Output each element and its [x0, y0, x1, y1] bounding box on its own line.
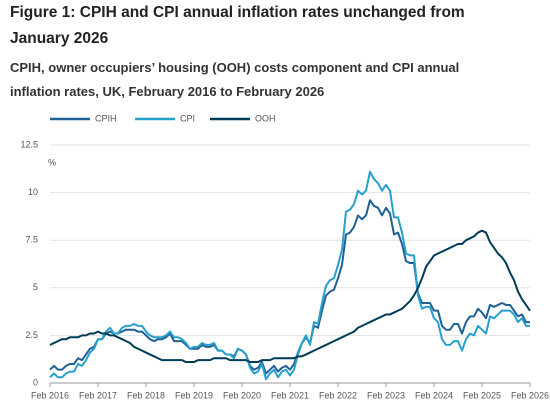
y-axis-label: % [48, 157, 56, 167]
x-tick-label: Feb 2018 [127, 390, 165, 400]
x-tick-label: Feb 2021 [271, 390, 309, 400]
x-tick-label: Feb 2019 [175, 390, 213, 400]
y-tick-label: 7.5 [25, 235, 38, 245]
line [49, 199, 530, 375]
x-tick-label: Feb 2017 [79, 390, 117, 400]
line [49, 229, 531, 364]
x-tick-label: Feb 2026 [511, 390, 549, 400]
chart-subtitle: CPIH, owner occupiers’ housing (OOH) cos… [10, 60, 460, 99]
y-tick-label: 5 [33, 282, 38, 292]
y-tick-label: 10 [28, 187, 38, 197]
x-tick-label: Feb 2016 [31, 390, 69, 400]
legend-label: CPI [180, 113, 195, 123]
x-tick-label: Feb 2023 [367, 390, 405, 400]
x-tick-label: Feb 2025 [463, 390, 501, 400]
y-tick-label: 0 [33, 377, 38, 387]
y-tick-label: 2.5 [25, 330, 38, 340]
legend-label: CPIH [95, 113, 117, 123]
x-tick-label: Feb 2020 [223, 390, 261, 400]
legend-label: OOH [255, 113, 276, 123]
x-tick-label: Feb 2022 [319, 390, 357, 400]
chart-title: Figure 1: CPIH and CPI annual inflation … [10, 4, 465, 47]
line [49, 170, 530, 381]
y-tick-label: 12.5 [20, 139, 38, 149]
x-tick-label: Feb 2024 [415, 390, 453, 400]
